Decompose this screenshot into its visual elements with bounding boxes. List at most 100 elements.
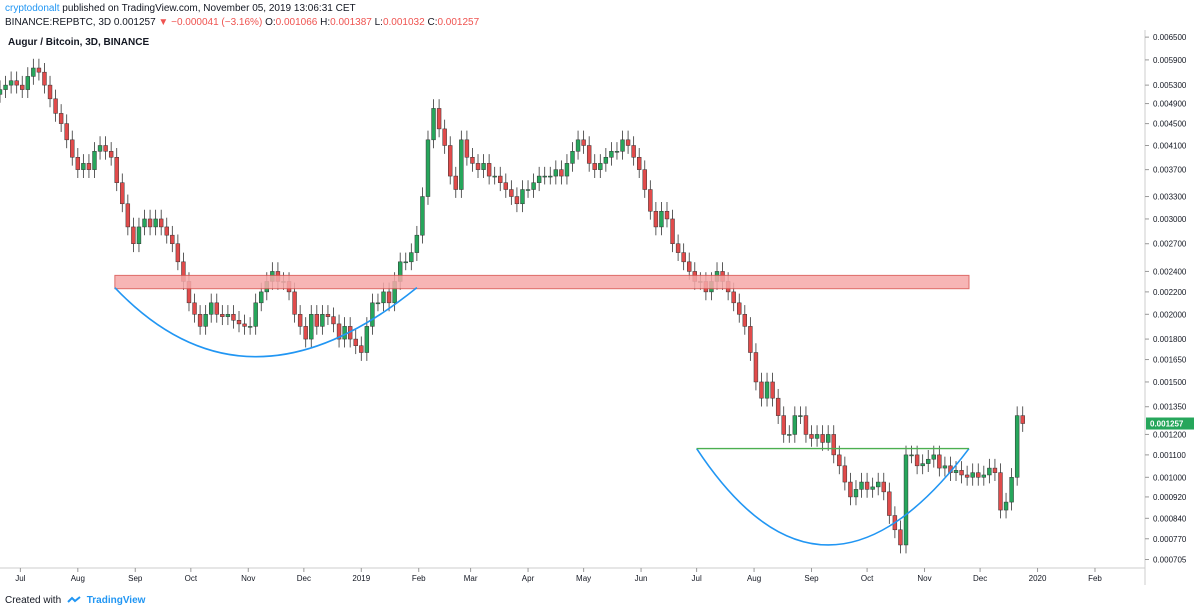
candle-body: [903, 454, 909, 546]
candle-body: [25, 76, 30, 90]
candle-body: [8, 80, 14, 86]
candle-body: [97, 145, 103, 152]
open-label: O:: [265, 17, 276, 28]
candle-body: [564, 163, 570, 177]
price-tick-label: 0.001500: [1153, 378, 1187, 387]
candle-body: [620, 139, 625, 152]
candle-body: [70, 139, 75, 158]
candle-body: [1020, 415, 1025, 424]
candle-body: [753, 352, 759, 383]
candle-body: [309, 314, 314, 340]
candle-body: [448, 145, 453, 177]
time-axis[interactable]: Jul Aug Sep Oct Nov Dec 2019 Feb Mar Apr May Jun Jul…: [15, 568, 1102, 583]
candle-body: [781, 415, 786, 435]
time-tick-label: Feb: [412, 574, 426, 583]
price-tick-label: 0.002700: [1153, 240, 1187, 249]
candle-body: [136, 226, 142, 244]
candle-body: [937, 454, 942, 469]
price-tick-label: 0.001650: [1153, 356, 1187, 365]
candle-body: [603, 157, 609, 164]
candle-body: [664, 210, 670, 220]
price-tick-label: 0.005900: [1153, 56, 1187, 65]
candle-body: [64, 123, 69, 141]
candle-body: [81, 163, 86, 170]
candle-body: [236, 320, 242, 325]
right-cup-curve: [695, 448, 970, 546]
candle-body: [242, 323, 247, 327]
candle-body: [592, 163, 597, 170]
candle-body: [987, 467, 992, 476]
candle-body: [876, 481, 881, 488]
low-value: 0.001032: [382, 17, 425, 28]
candle-body: [814, 434, 820, 439]
price-tick-label: 0.000705: [1153, 556, 1187, 565]
candle-body: [837, 454, 842, 467]
tradingview-brand[interactable]: TradingView: [86, 595, 146, 606]
close-label: C:: [427, 17, 438, 28]
candle-body: [637, 157, 642, 170]
candle-body: [614, 151, 620, 153]
candle-body: [420, 196, 425, 236]
candle-body: [1009, 477, 1014, 503]
candle-body: [842, 465, 848, 483]
candle-body: [887, 491, 892, 516]
candle-body: [403, 261, 408, 264]
candle-body: [964, 474, 970, 478]
candle-body: [520, 189, 525, 205]
candle-body: [353, 338, 358, 346]
candle-body: [570, 151, 575, 164]
time-tick-label: Jun: [635, 574, 648, 583]
chart-area[interactable]: [0, 30, 1145, 585]
candle-body: [898, 529, 903, 546]
candle-body: [481, 163, 486, 170]
candle-body: [498, 175, 503, 183]
candle-body: [442, 128, 447, 146]
candle-body: [0, 89, 3, 95]
publisher-link[interactable]: cryptodonalt: [5, 3, 60, 14]
candle-body: [820, 434, 825, 443]
candle-body: [214, 302, 219, 315]
candle-body: [764, 381, 770, 399]
time-tick-label: Nov: [241, 574, 255, 583]
candle-body: [687, 261, 692, 272]
candle-body: [175, 243, 181, 263]
candle-body: [192, 302, 197, 315]
time-tick-label: Jul: [15, 574, 25, 583]
candle-body: [197, 314, 203, 327]
price-tick-label: 0.002000: [1153, 310, 1187, 319]
candle-body: [131, 226, 136, 244]
time-tick-label: Dec: [973, 574, 987, 583]
drawings-group: [114, 274, 970, 546]
candle-body: [431, 108, 436, 141]
candle-body: [787, 434, 792, 436]
candle-body: [231, 314, 236, 321]
candle-body: [475, 163, 481, 170]
candle-body: [953, 470, 959, 473]
candle-body: [370, 302, 375, 327]
price-axis[interactable]: 0.006500 0.005900 0.005300 0.004900 0.004500…: [1145, 33, 1194, 565]
time-tick-label: May: [576, 574, 591, 583]
candle-body: [414, 234, 420, 253]
candle-body: [303, 326, 308, 340]
candle-body: [548, 175, 553, 178]
candle-body: [926, 458, 931, 464]
candle-body: [681, 252, 686, 263]
time-tick-label: Sep: [804, 574, 819, 583]
close-value: 0.001257: [437, 17, 480, 28]
candle-body: [220, 314, 225, 317]
candle-body: [359, 345, 364, 353]
candle-body: [142, 218, 147, 228]
time-tick-label: Oct: [185, 574, 198, 583]
time-tick-label: 2020: [1029, 574, 1047, 583]
candle-body: [486, 163, 492, 177]
candle-body: [253, 302, 258, 327]
open-value: 0.001066: [275, 17, 318, 28]
candle-body: [831, 434, 836, 456]
candle-body: [386, 291, 392, 304]
candle-body: [642, 169, 647, 190]
candle-body: [425, 139, 431, 197]
candle-body: [53, 98, 58, 114]
price-tick-label: 0.005300: [1153, 81, 1187, 90]
candle-body: [147, 218, 153, 228]
